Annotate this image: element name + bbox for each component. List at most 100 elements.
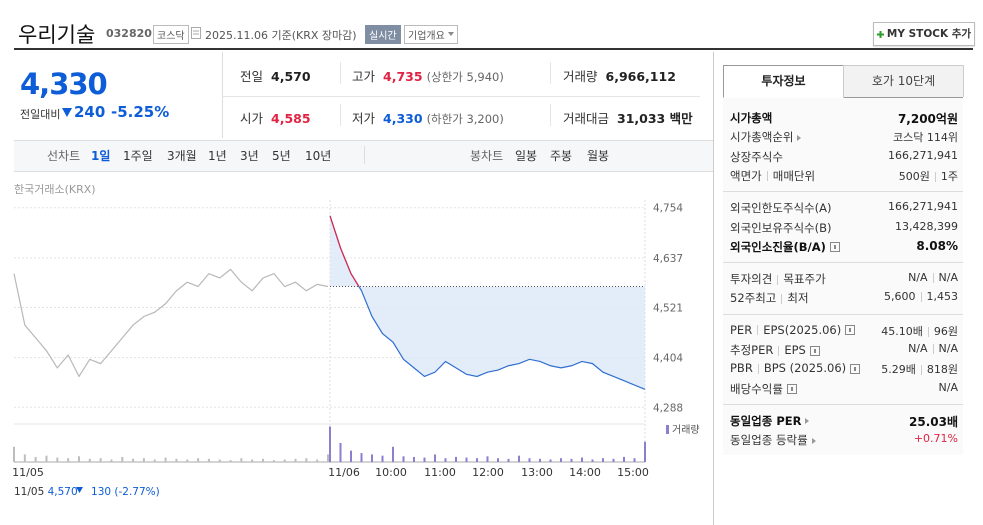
period-tab[interactable]: 1일 xyxy=(91,149,111,163)
my-stock-label: MY STOCK 추가 xyxy=(886,28,972,40)
summary-item: 전일 4,570 xyxy=(240,66,311,85)
group-divider xyxy=(723,262,963,264)
summary-label: 전일 xyxy=(240,69,264,84)
info-row[interactable]: 동일업종 등락률 +0.71% xyxy=(730,432,958,450)
summary-label: 거래량 xyxy=(563,69,598,84)
side-tab[interactable]: 호가 10단계 xyxy=(843,65,964,97)
y-tick-label: 4,754 xyxy=(653,203,683,215)
period-tab[interactable]: 5년 xyxy=(272,149,291,163)
separator xyxy=(920,365,922,376)
volume-bar xyxy=(444,458,447,462)
label-part: 투자의견 xyxy=(730,272,773,287)
period-tab[interactable]: 3년 xyxy=(240,149,259,163)
side-panel xyxy=(723,98,963,455)
value-part: 1주 xyxy=(940,169,958,183)
volume-bar xyxy=(528,458,531,462)
value-part: 166,271,941 xyxy=(888,148,958,162)
info-value: 5.29배 818원 xyxy=(881,361,958,377)
divider xyxy=(340,62,341,84)
volume-bar xyxy=(272,460,275,462)
candle-tab[interactable]: 주봉 xyxy=(550,149,573,163)
info-row: 배당수익률 N/A xyxy=(730,381,958,399)
info-row: 외국인보유주식수(B) 13,428,399 xyxy=(730,220,958,238)
summary-note: (하한가 3,200) xyxy=(426,112,504,126)
help-icon xyxy=(845,325,856,336)
label-part: 목표주가 xyxy=(783,272,826,287)
volume-bar xyxy=(612,458,615,462)
info-label: PBR BPS (2025.06) xyxy=(730,361,861,376)
volume-bar xyxy=(465,457,468,462)
volume-bar xyxy=(623,456,625,462)
period-tab[interactable]: 3개월 xyxy=(167,149,197,163)
period-tab[interactable]: 10년 xyxy=(305,149,332,163)
volume-bar xyxy=(207,458,210,462)
period-tab[interactable]: 1년 xyxy=(208,149,227,163)
basis: 기준(KRX 장마감) xyxy=(271,29,357,42)
info-row[interactable]: 동일업종 PER 25.03배 xyxy=(730,413,958,431)
info-row: 액면가 매매단위 500원 1주 xyxy=(730,168,958,186)
change-area xyxy=(330,215,645,390)
info-label: 동일업종 등락률 xyxy=(730,432,816,448)
info-value: 8.08% xyxy=(916,239,958,253)
divider xyxy=(222,96,700,97)
help-icon xyxy=(850,363,861,374)
volume-bar xyxy=(283,459,286,462)
arrow-icon xyxy=(797,134,802,141)
period-tab[interactable]: 1주일 xyxy=(123,149,153,163)
label-part: 동일업종 PER xyxy=(730,413,802,428)
separator xyxy=(778,345,780,356)
info-value: 500원 1주 xyxy=(899,168,958,184)
x-tick-label: 10:00 xyxy=(375,466,407,479)
separator xyxy=(932,344,934,354)
change-label: 전일대비 xyxy=(20,108,61,121)
info-row[interactable]: 시가총액순위 코스닥 114위 xyxy=(730,129,958,147)
volume-bar xyxy=(423,457,426,462)
group-divider xyxy=(723,313,963,315)
prev-summary: 11/05 4,570 130 (-2.77%) xyxy=(14,486,160,498)
volume-bar xyxy=(539,458,541,462)
date-basis: 2025.11.06 기준(KRX 장마감) xyxy=(205,27,357,43)
volume-bar xyxy=(240,458,243,462)
info-row: 외국인소진율(B/A) 8.08% xyxy=(730,239,958,257)
company-info-button[interactable]: 기업개요 xyxy=(404,25,458,44)
info-label: 52주최고 최저 xyxy=(730,290,809,306)
candle-tab[interactable]: 일봉 xyxy=(515,149,538,163)
tab-group-label: 선차트 xyxy=(47,149,81,163)
info-value: 166,271,941 xyxy=(888,200,958,213)
summary-value: 4,330 xyxy=(383,111,423,126)
volume-bar xyxy=(251,459,254,462)
label-part: 외국인소진율(B/A) xyxy=(730,239,826,254)
volume-bar xyxy=(507,458,510,462)
x-tick-label: 11/06 xyxy=(328,466,360,479)
label-part: BPS (2025.06) xyxy=(763,361,847,376)
volume-bar xyxy=(164,457,167,462)
stock-name: 우리기술 xyxy=(18,23,96,47)
summary-label: 거래대금 xyxy=(563,111,610,126)
label-part: 추정PER xyxy=(730,343,774,357)
info-row: 시가총액 7,200억원 xyxy=(730,110,958,128)
info-label: 액면가 매매단위 xyxy=(730,168,815,184)
group-divider xyxy=(723,191,963,193)
volume-bar xyxy=(13,446,15,462)
volume-bar xyxy=(121,456,124,462)
info-value: 7,200억원 xyxy=(898,110,958,127)
arrow-icon xyxy=(805,418,810,425)
info-label: 상장주식수 xyxy=(730,149,783,165)
info-row: 52주최고 최저 5,600 1,453 xyxy=(730,290,958,308)
value-part: 45.10배 xyxy=(881,324,923,338)
y-tick-label: 4,404 xyxy=(653,353,683,365)
info-label: 시가총액순위 xyxy=(730,129,802,145)
prev-date: 11/05 xyxy=(14,486,44,498)
side-tab-active[interactable]: 투자정보 xyxy=(723,65,844,98)
summary-value: 4,735 xyxy=(383,69,423,84)
volume-bar xyxy=(99,458,102,462)
label-part: 배당수익률 xyxy=(730,381,783,396)
candle-tab[interactable]: 월봉 xyxy=(587,149,610,163)
volume-bar xyxy=(644,441,646,462)
value-part: +0.71% xyxy=(913,432,958,446)
volume-bar xyxy=(186,459,189,462)
summary-item: 고가 4,735 (상한가 5,940) xyxy=(352,66,504,85)
volume-bar xyxy=(23,454,26,462)
my-stock-button[interactable]: MY STOCK 추가 xyxy=(873,22,975,46)
